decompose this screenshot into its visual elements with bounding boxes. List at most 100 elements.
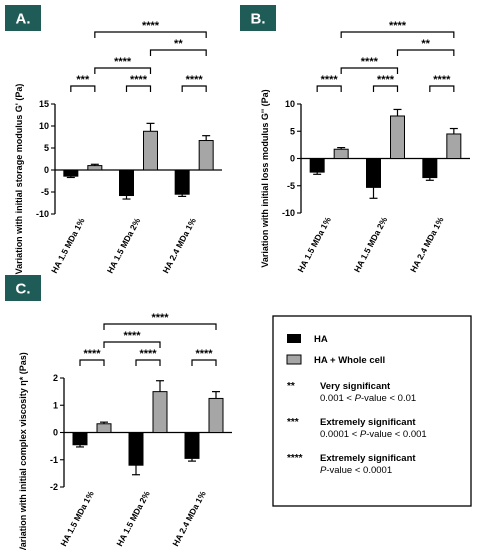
legend-label-ha-whole-cell: HA + Whole cell <box>314 355 385 366</box>
legend-sig-range-3: P-value < 0.0001 <box>320 465 392 476</box>
significance-bracket <box>316 85 342 92</box>
significance-label: **** <box>83 348 101 360</box>
significance-label: **** <box>142 20 160 32</box>
bar <box>333 148 349 160</box>
significance-label: *** <box>76 74 90 86</box>
significance-bracket <box>125 85 152 92</box>
y-tick-label: -2 <box>50 482 58 492</box>
y-tick-label: 0 <box>290 154 295 164</box>
y-tick-label: 0 <box>44 165 49 175</box>
bar <box>152 391 168 433</box>
significance-bracket <box>135 359 161 366</box>
significance-bracket <box>372 85 399 92</box>
category-label: HA 1.5 MDa 1% <box>49 216 87 275</box>
y-tick-label: -1 <box>50 455 58 465</box>
significance-bracket <box>94 67 152 74</box>
category-label: HA 1.5 MDa 1% <box>295 215 333 274</box>
significance-label: **** <box>433 74 451 86</box>
significance-label: **** <box>377 74 395 86</box>
category-label: HA 2.4 MDa 1% <box>160 216 198 275</box>
y-axis-title: Variation with initial complex viscosity… <box>18 352 28 550</box>
bar <box>390 115 405 159</box>
y-tick-label: 0 <box>53 428 58 438</box>
bar <box>446 133 462 160</box>
significance-bracket <box>340 31 455 38</box>
significance-bracket <box>79 359 105 366</box>
significance-bracket <box>191 359 217 366</box>
panel-label: A. <box>16 11 31 28</box>
legend-sig-symbol-1: ** <box>287 381 295 392</box>
category-label: HA 1.5 MDa 2% <box>105 216 143 275</box>
significance-label: **** <box>195 348 213 360</box>
bar <box>96 423 112 433</box>
y-tick-label: -5 <box>41 187 49 197</box>
legend-sig-title-2: Extremely significant <box>320 417 416 428</box>
significance-bracket <box>70 85 96 92</box>
chart-panel-2: B. -10 -5 0 5 10 Variation with initial loss m… <box>240 5 470 274</box>
y-tick-label: 5 <box>44 143 49 153</box>
legend-label-ha: HA <box>314 334 328 345</box>
bar <box>309 158 325 173</box>
significance-bracket <box>340 67 399 74</box>
category-label: HA 1.5 MDa 2% <box>114 489 152 548</box>
y-axis-title: Variation with initial loss modulus G'' … <box>260 89 270 267</box>
y-tick-label: -10 <box>282 208 295 218</box>
significance-bracket <box>103 323 217 330</box>
y-tick-label: 10 <box>285 99 295 109</box>
chart-panel-1: A. -10 -5 0 5 10 15 Variation with initial stor… <box>5 5 222 275</box>
y-tick-label: 1 <box>53 400 58 410</box>
bar <box>198 140 214 171</box>
bar <box>63 169 79 177</box>
bar <box>422 158 438 179</box>
legend-swatch-ha <box>287 334 301 343</box>
legend-sig-range-2: 0.0001 < P-value < 0.001 <box>320 429 427 440</box>
significance-bracket <box>429 85 455 92</box>
significance-bracket <box>149 49 207 56</box>
significance-bracket <box>396 49 455 56</box>
significance-label: **** <box>389 20 407 32</box>
bar <box>119 169 134 197</box>
significance-label: **** <box>321 74 339 86</box>
category-label: HA 2.4 MDa 1% <box>408 215 446 274</box>
bar <box>87 165 103 171</box>
significance-label: **** <box>361 56 379 68</box>
bar <box>174 169 190 195</box>
category-label: HA 1.5 MDa 2% <box>352 215 390 274</box>
y-tick-label: -10 <box>36 209 49 219</box>
significance-bracket <box>94 31 207 38</box>
significance-label: ** <box>421 38 430 50</box>
y-tick-label: 15 <box>39 99 49 109</box>
legend-frame <box>272 315 472 507</box>
significance-label: **** <box>123 330 141 342</box>
y-tick-label: 5 <box>290 126 295 136</box>
significance-label: ** <box>174 38 183 50</box>
chart-panel-3: C. -2 -1 0 1 2 Variation with initial complex … <box>5 275 232 550</box>
legend-sig-symbol-2: *** <box>287 417 299 428</box>
y-axis-title: Variation with initial storage modulus G… <box>14 84 24 275</box>
bar <box>72 432 88 446</box>
significance-bracket <box>181 85 207 92</box>
significance-label: **** <box>114 56 132 68</box>
legend-swatch-ha-whole-cell <box>286 354 302 365</box>
panel-label: B. <box>251 11 266 28</box>
significance-label: **** <box>130 74 148 86</box>
panel-badge <box>5 5 41 31</box>
significance-label: **** <box>151 312 169 324</box>
bar <box>184 432 200 459</box>
significance-bracket <box>103 341 161 348</box>
bar <box>366 158 381 188</box>
category-label: HA 2.4 MDa 1% <box>170 489 208 548</box>
legend-sig-title-1: Very significant <box>320 381 391 392</box>
panel-badge <box>5 275 41 301</box>
bar <box>128 432 144 466</box>
y-tick-label: 10 <box>39 121 49 131</box>
panel-badge <box>240 5 276 31</box>
panel-label: C. <box>16 281 31 298</box>
y-tick-label: 2 <box>53 373 58 383</box>
legend: HA HA + Whole cell ** Very significant 0… <box>272 315 472 507</box>
legend-sig-title-3: Extremely significant <box>320 453 416 464</box>
legend-sig-range-1: 0.001 < P-value < 0.01 <box>320 393 416 404</box>
bar <box>143 130 158 171</box>
y-tick-label: -5 <box>287 181 295 191</box>
legend-sig-symbol-3: **** <box>287 453 303 464</box>
